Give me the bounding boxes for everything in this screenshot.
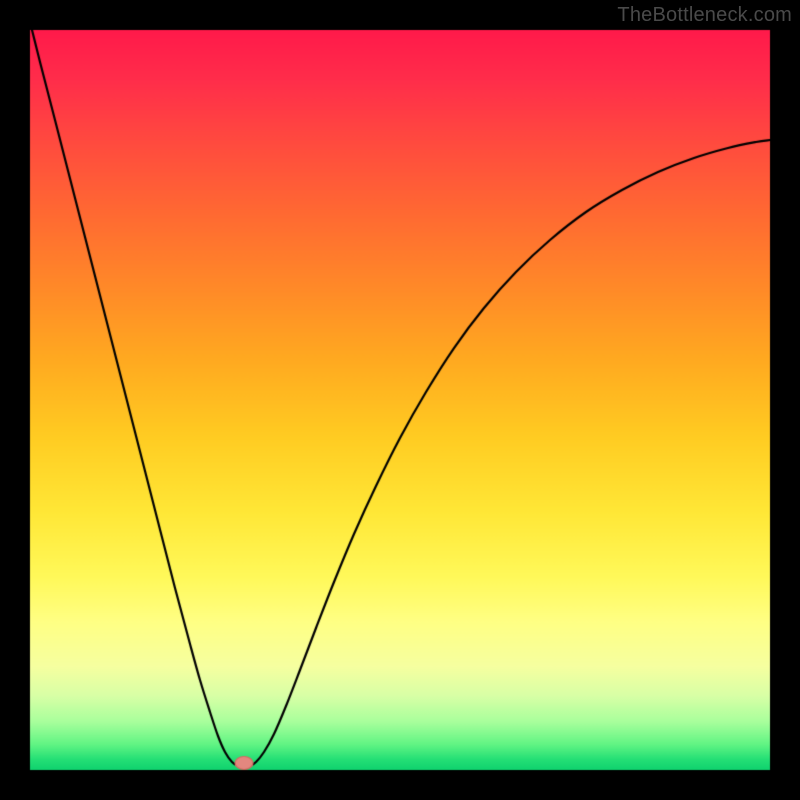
chart-container: TheBottleneck.com [0,0,800,800]
watermark-label: TheBottleneck.com [617,4,792,27]
bottleneck-curve-chart [0,0,800,800]
